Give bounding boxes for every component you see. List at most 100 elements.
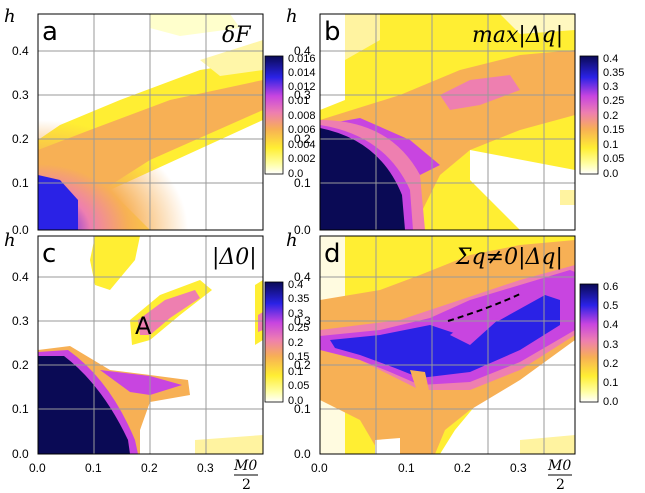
x-tick: 0.0 — [29, 461, 46, 475]
colorbar-tick: 0.4 — [288, 279, 303, 291]
panel-b-colorbar: 0.4 0.35 0.3 0.25 0.2 0.15 0.1 0.05 0.0 — [579, 53, 624, 180]
panel-d-heatmap — [320, 236, 575, 454]
panel-a: a δF 0.016 0.014 0.012 0.01 0.008 0.006 … — [4, 6, 316, 237]
panel-a-y-ticks: 0.0 0.1 0.2 0.3 0.4 — [12, 44, 29, 237]
y-axis-label: h — [4, 6, 16, 27]
y-tick: 0.4 — [294, 270, 311, 284]
y-axis-label: h — [4, 230, 16, 251]
colorbar-tick: 0.01 — [288, 95, 309, 107]
y-tick: 0.4 — [12, 44, 29, 58]
panel-c: c |Δ0| A 0.4 0.35 0.3 0.25 0.2 0.15 0.1 … — [4, 230, 309, 493]
colorbar-tick: 0.05 — [603, 153, 624, 165]
colorbar-tick: 0.0 — [288, 395, 303, 407]
panel-d-frame — [319, 235, 576, 455]
y-tick: 0.2 — [12, 132, 29, 146]
colorbar-tick: 0.006 — [288, 124, 316, 136]
y-tick: 0.0 — [294, 223, 311, 237]
colorbar-tick: 0.012 — [288, 81, 316, 93]
panel-d: d Σq≠0|Δq| 0.6 0.5 0.4 0.3 0.2 0.1 0.0 0… — [286, 230, 618, 493]
panel-a-grid — [38, 14, 263, 230]
colorbar-tick: 0.016 — [288, 53, 316, 65]
colorbar-tick: 0.004 — [288, 139, 316, 151]
colorbar-tick: 0.0 — [603, 168, 618, 180]
colorbar-tick: 0.3 — [288, 308, 303, 320]
x-tick: 0.1 — [85, 461, 102, 475]
svg-text:2: 2 — [556, 477, 565, 493]
x-tick: 0.3 — [197, 461, 214, 475]
panel-c-x-ticks: 0.0 0.1 0.2 0.3 — [29, 461, 214, 475]
colorbar-tick: 0.0 — [603, 396, 618, 408]
phase-boundary-dashed-line — [447, 293, 521, 322]
colorbar-tick: 0.1 — [603, 139, 618, 151]
colorbar-tick: 0.15 — [603, 124, 624, 136]
y-tick: 0.3 — [294, 314, 311, 328]
panel-b-frame — [319, 13, 576, 231]
svg-text:2: 2 — [242, 477, 251, 493]
phase-annotation: A — [135, 312, 152, 340]
y-tick: 0.3 — [294, 88, 311, 102]
panel-c-frame — [37, 235, 264, 455]
panel-b-grid — [320, 14, 575, 230]
panel-d-letter: d — [324, 239, 341, 269]
colorbar-tick: 0.15 — [288, 351, 309, 363]
panel-c-colorbar: 0.4 0.35 0.3 0.25 0.2 0.15 0.1 0.05 0.0 — [264, 279, 309, 407]
x-tick: 0.2 — [141, 461, 158, 475]
panel-d-grid — [320, 236, 575, 454]
svg-text:M0: M0 — [547, 458, 571, 474]
colorbar-tick: 0.014 — [288, 67, 316, 79]
panel-a-colorbar: 0.016 0.014 0.012 0.01 0.008 0.006 0.004… — [264, 53, 316, 180]
panel-c-y-ticks: 0.0 0.1 0.2 0.3 0.4 — [12, 270, 29, 461]
colorbar-tick: 0.3 — [603, 81, 618, 93]
colorbar-tick: 0.1 — [288, 366, 303, 378]
colorbar-tick: 0.2 — [603, 358, 618, 370]
x-tick: 0.0 — [311, 461, 328, 475]
y-tick: 0.1 — [294, 176, 311, 190]
panel-a-letter: a — [42, 17, 58, 47]
panel-b: b max|Δq| 0.4 0.35 0.3 0.25 0.2 0.15 0.1… — [286, 6, 624, 237]
colorbar-tick: 0.6 — [603, 281, 618, 293]
colorbar-tick: 0.002 — [288, 153, 316, 165]
y-axis-label: h — [286, 6, 298, 27]
colorbar-tick: 0.008 — [288, 110, 316, 122]
y-tick: 0.2 — [12, 358, 29, 372]
colorbar-tick: 0.25 — [288, 322, 309, 334]
panel-c-quantity-label: |Δ0| — [212, 245, 257, 270]
panel-a-frame — [37, 13, 264, 231]
colorbar-tick: 0.25 — [603, 95, 624, 107]
y-tick: 0.1 — [294, 402, 311, 416]
panel-a-quantity-label: δF — [222, 23, 251, 48]
y-tick: 0.0 — [12, 223, 29, 237]
y-tick: 0.1 — [12, 176, 29, 190]
y-tick: 0.4 — [12, 270, 29, 284]
panel-b-quantity-label: max|Δq| — [472, 23, 563, 48]
panel-b-heatmap — [320, 14, 575, 230]
y-tick: 0.2 — [294, 132, 311, 146]
colorbar-tick: 0.4 — [603, 53, 618, 65]
y-axis-label: h — [286, 230, 298, 251]
svg-text:M0: M0 — [233, 458, 257, 474]
colorbar-tick: 0.4 — [603, 319, 618, 331]
panel-b-y-ticks: 0.0 0.1 0.2 0.3 0.4 — [294, 44, 311, 237]
colorbar-tick: 0.5 — [603, 300, 618, 312]
colorbar-tick: 0.35 — [603, 67, 624, 79]
panel-d-x-ticks: 0.0 0.1 0.2 0.3 — [311, 461, 527, 475]
y-tick: 0.2 — [294, 358, 311, 372]
colorbar-tick: 0.1 — [603, 377, 618, 389]
x-axis-label: M0 2 — [547, 458, 572, 493]
y-tick: 0.1 — [12, 402, 29, 416]
y-tick: 0.0 — [12, 447, 29, 461]
colorbar-tick: 0.2 — [288, 337, 303, 349]
y-tick: 0.0 — [294, 447, 311, 461]
panel-d-y-ticks: 0.0 0.1 0.2 0.3 0.4 — [294, 270, 311, 461]
x-tick: 0.3 — [510, 461, 527, 475]
y-tick: 0.4 — [294, 44, 311, 58]
panel-c-grid — [38, 236, 263, 454]
x-axis-label: M0 2 — [233, 458, 258, 493]
colorbar-tick: 0.3 — [603, 339, 618, 351]
colorbar-tick: 0.2 — [603, 110, 618, 122]
colorbar-tick: 0.0 — [288, 168, 303, 180]
x-tick: 0.2 — [454, 461, 471, 475]
colorbar-tick: 0.35 — [288, 293, 309, 305]
panel-c-letter: c — [42, 239, 56, 269]
